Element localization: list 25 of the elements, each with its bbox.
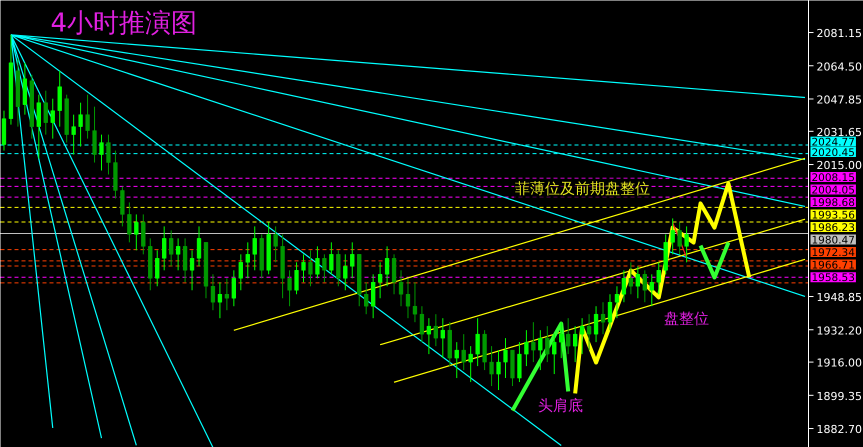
y-tick-label: 1948.85 <box>816 291 862 304</box>
annotation: 盘整位 <box>664 310 709 328</box>
chart-title: 4小时推演图 <box>50 8 198 38</box>
y-tick-label: 2064.50 <box>816 60 862 74</box>
annotation: 菲薄位及前期盘整位 <box>515 180 650 198</box>
ref-line-label: 2020.45 <box>812 147 855 160</box>
ref-line-label: 1966.71 <box>812 260 855 272</box>
ref-line-label: 1958.53 <box>812 272 855 284</box>
y-tick-label: 1899.35 <box>816 390 862 403</box>
ref-line-label: 1972.34 <box>812 247 856 260</box>
y-tick-label: 2015.00 <box>816 159 862 172</box>
ref-line-label: 2008.15 <box>812 172 855 184</box>
y-tick-label: 1882.70 <box>816 423 862 436</box>
y-tick-label: 1932.20 <box>816 324 862 338</box>
y-tick-label: 2081.15 <box>816 27 862 40</box>
y-tick-label: 2047.85 <box>816 93 862 106</box>
ref-line-label: 1993.56 <box>812 210 856 222</box>
y-tick-label: 1916.00 <box>816 356 862 370</box>
ref-line-label: 1986.23 <box>812 222 855 234</box>
ref-line-label: 2024.77 <box>812 136 855 149</box>
ref-line-label: 1980.47 <box>812 234 855 247</box>
annotation: 头肩底 <box>538 396 583 414</box>
y-tick-label: 2031.65 <box>816 126 862 139</box>
ref-line-label: 2004.05 <box>812 184 855 197</box>
ref-line-label: 1998.68 <box>812 197 855 210</box>
